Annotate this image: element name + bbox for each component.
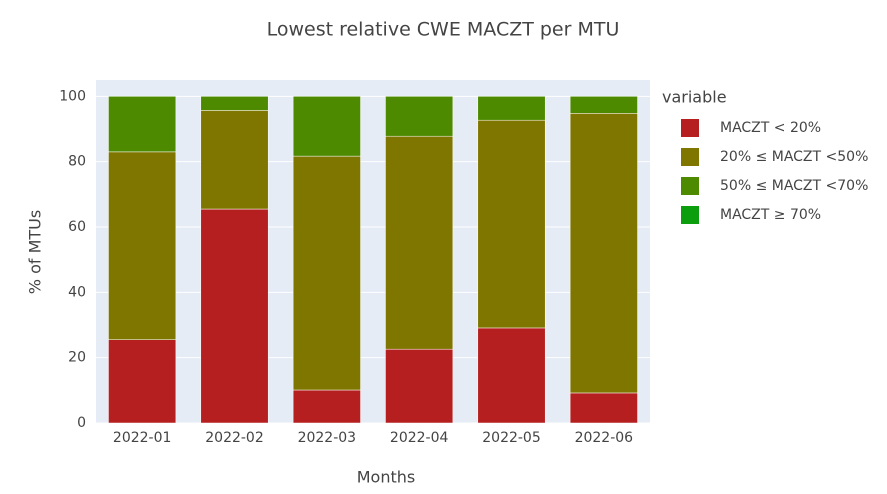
bar-segment bbox=[292, 389, 361, 424]
bar-segment bbox=[477, 327, 546, 424]
legend-label: 50% ≤ MACZT <70% bbox=[720, 178, 868, 194]
legend-swatch bbox=[681, 206, 699, 224]
x-tick-label: 2022-01 bbox=[113, 430, 172, 446]
bar-segment bbox=[200, 208, 269, 424]
bar-segment bbox=[385, 96, 454, 137]
bar-segment bbox=[385, 348, 454, 424]
bar-segment bbox=[108, 96, 177, 153]
bar-segment bbox=[200, 110, 269, 210]
x-axis-label: Months bbox=[357, 468, 415, 487]
legend-label: MACZT < 20% bbox=[720, 120, 821, 136]
y-tick-label: 100 bbox=[59, 88, 86, 104]
y-tick-label: 40 bbox=[68, 284, 86, 300]
x-tick-label: 2022-06 bbox=[575, 430, 634, 446]
x-tick-label: 2022-02 bbox=[205, 430, 264, 446]
legend-label: 20% ≤ MACZT <50% bbox=[720, 149, 868, 165]
legend-swatch bbox=[681, 177, 699, 195]
plot-background bbox=[96, 80, 650, 423]
y-tick-label: 0 bbox=[77, 415, 86, 431]
y-tick-label: 60 bbox=[68, 219, 86, 235]
bar-segment bbox=[385, 135, 454, 350]
bar-segment bbox=[200, 96, 269, 111]
bar-segment bbox=[477, 96, 546, 121]
chart-title: Lowest relative CWE MACZT per MTU bbox=[267, 19, 620, 41]
legend-swatch bbox=[681, 119, 699, 137]
x-tick-label: 2022-03 bbox=[298, 430, 357, 446]
bar-segment bbox=[108, 151, 177, 340]
bar-segment bbox=[569, 392, 638, 424]
legend-swatch bbox=[681, 148, 699, 166]
x-tick-label: 2022-04 bbox=[390, 430, 449, 446]
y-tick-label: 20 bbox=[68, 350, 86, 366]
bar-segment bbox=[477, 119, 546, 329]
legend-title: variable bbox=[662, 88, 727, 107]
y-axis-label: % of MTUs bbox=[26, 210, 45, 294]
bar-segment bbox=[108, 339, 177, 424]
bar-segment bbox=[569, 96, 638, 114]
x-tick-label: 2022-05 bbox=[482, 430, 541, 446]
bar-segment bbox=[292, 155, 361, 391]
y-tick-label: 80 bbox=[68, 154, 86, 170]
bar-segment bbox=[569, 113, 638, 394]
legend-label: MACZT ≥ 70% bbox=[720, 207, 821, 223]
bar-segment bbox=[292, 96, 361, 157]
